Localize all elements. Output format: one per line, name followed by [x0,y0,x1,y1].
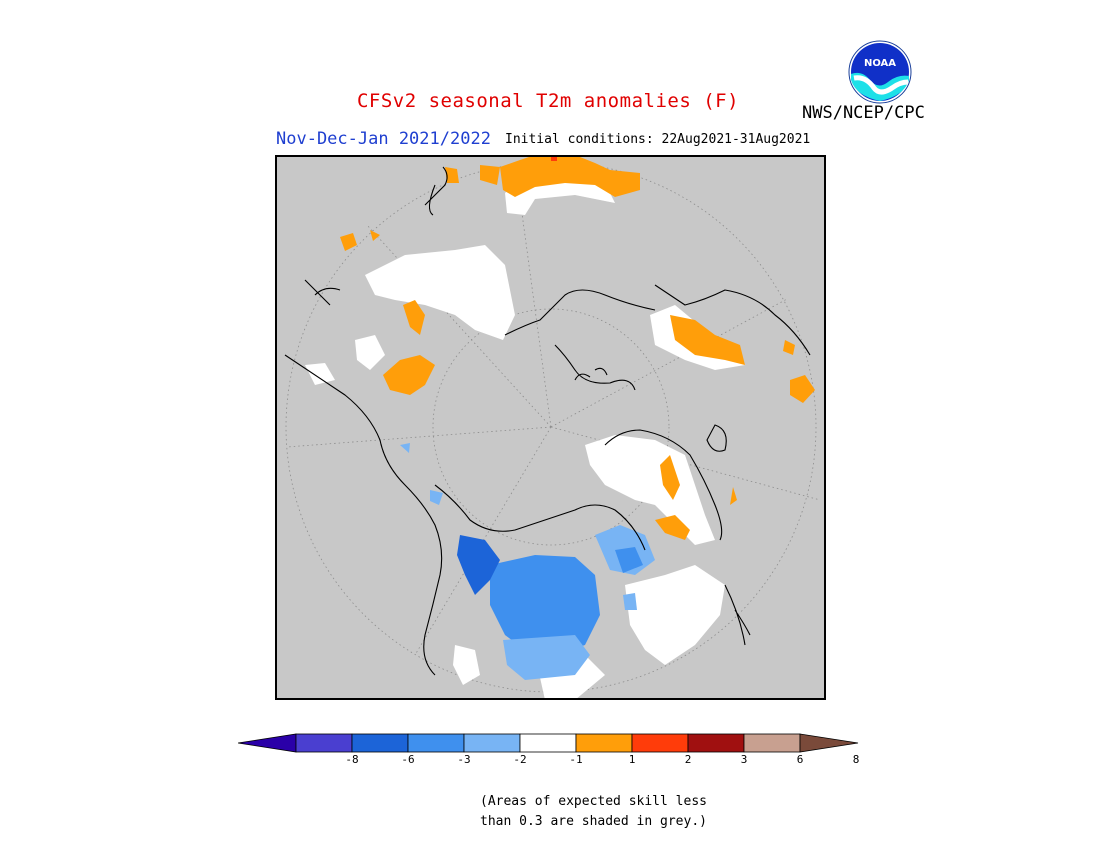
colorbar [238,733,859,753]
map-frame [275,155,826,700]
colorbar-bin-low-extension [238,733,297,753]
colorbar-tick-label: 6 [796,753,804,766]
skill-note-line-2: than 0.3 are shaded in grey.) [480,814,707,829]
colorbar-bin [575,733,633,753]
colorbar-tick-label: -3 [457,753,471,766]
colorbar-bin [687,733,745,753]
graticule [285,161,821,693]
noaa-logo-icon: NOAA [848,40,912,104]
polar-anomaly-map [275,155,826,700]
colorbar-bin [519,733,577,753]
colorbar-tick-label: -8 [345,753,359,766]
map-title: CFSv2 seasonal T2m anomalies (F) [356,90,740,112]
colorbar-tick-label: 3 [740,753,748,766]
forecast-period: Nov-Dec-Jan 2021/2022 [276,129,491,149]
colorbar-bin-high-extension [799,733,859,753]
agency-label: NWS/NCEP/CPC [802,103,925,123]
colorbar-bin [351,733,409,753]
colorbar-bin [743,733,801,753]
warm-anomaly-areas [340,155,815,540]
coastlines [284,166,811,676]
colorbar-tick-label: -2 [513,753,527,766]
skill-note: (Areas of expected skill less than 0.3 a… [480,792,707,832]
hot-anomaly-spot [551,155,557,161]
colorbar-tick-label: 8 [852,753,860,766]
colorbar-bin [407,733,465,753]
colorbar-bin [463,733,521,753]
colorbar-bins [238,733,859,753]
colorbar-bin [631,733,689,753]
colorbar-tick-label: 1 [628,753,636,766]
colorbar-tick-label: -1 [569,753,583,766]
colorbar-tick-label: 2 [684,753,692,766]
colorbar-bin [295,733,353,753]
colorbar-tick-label: -6 [401,753,415,766]
initial-conditions: Initial conditions: 22Aug2021-31Aug2021 [505,132,811,147]
cold-anomaly-areas [400,443,655,680]
skill-note-line-1: (Areas of expected skill less [480,794,707,809]
logo-text: NOAA [864,58,896,69]
